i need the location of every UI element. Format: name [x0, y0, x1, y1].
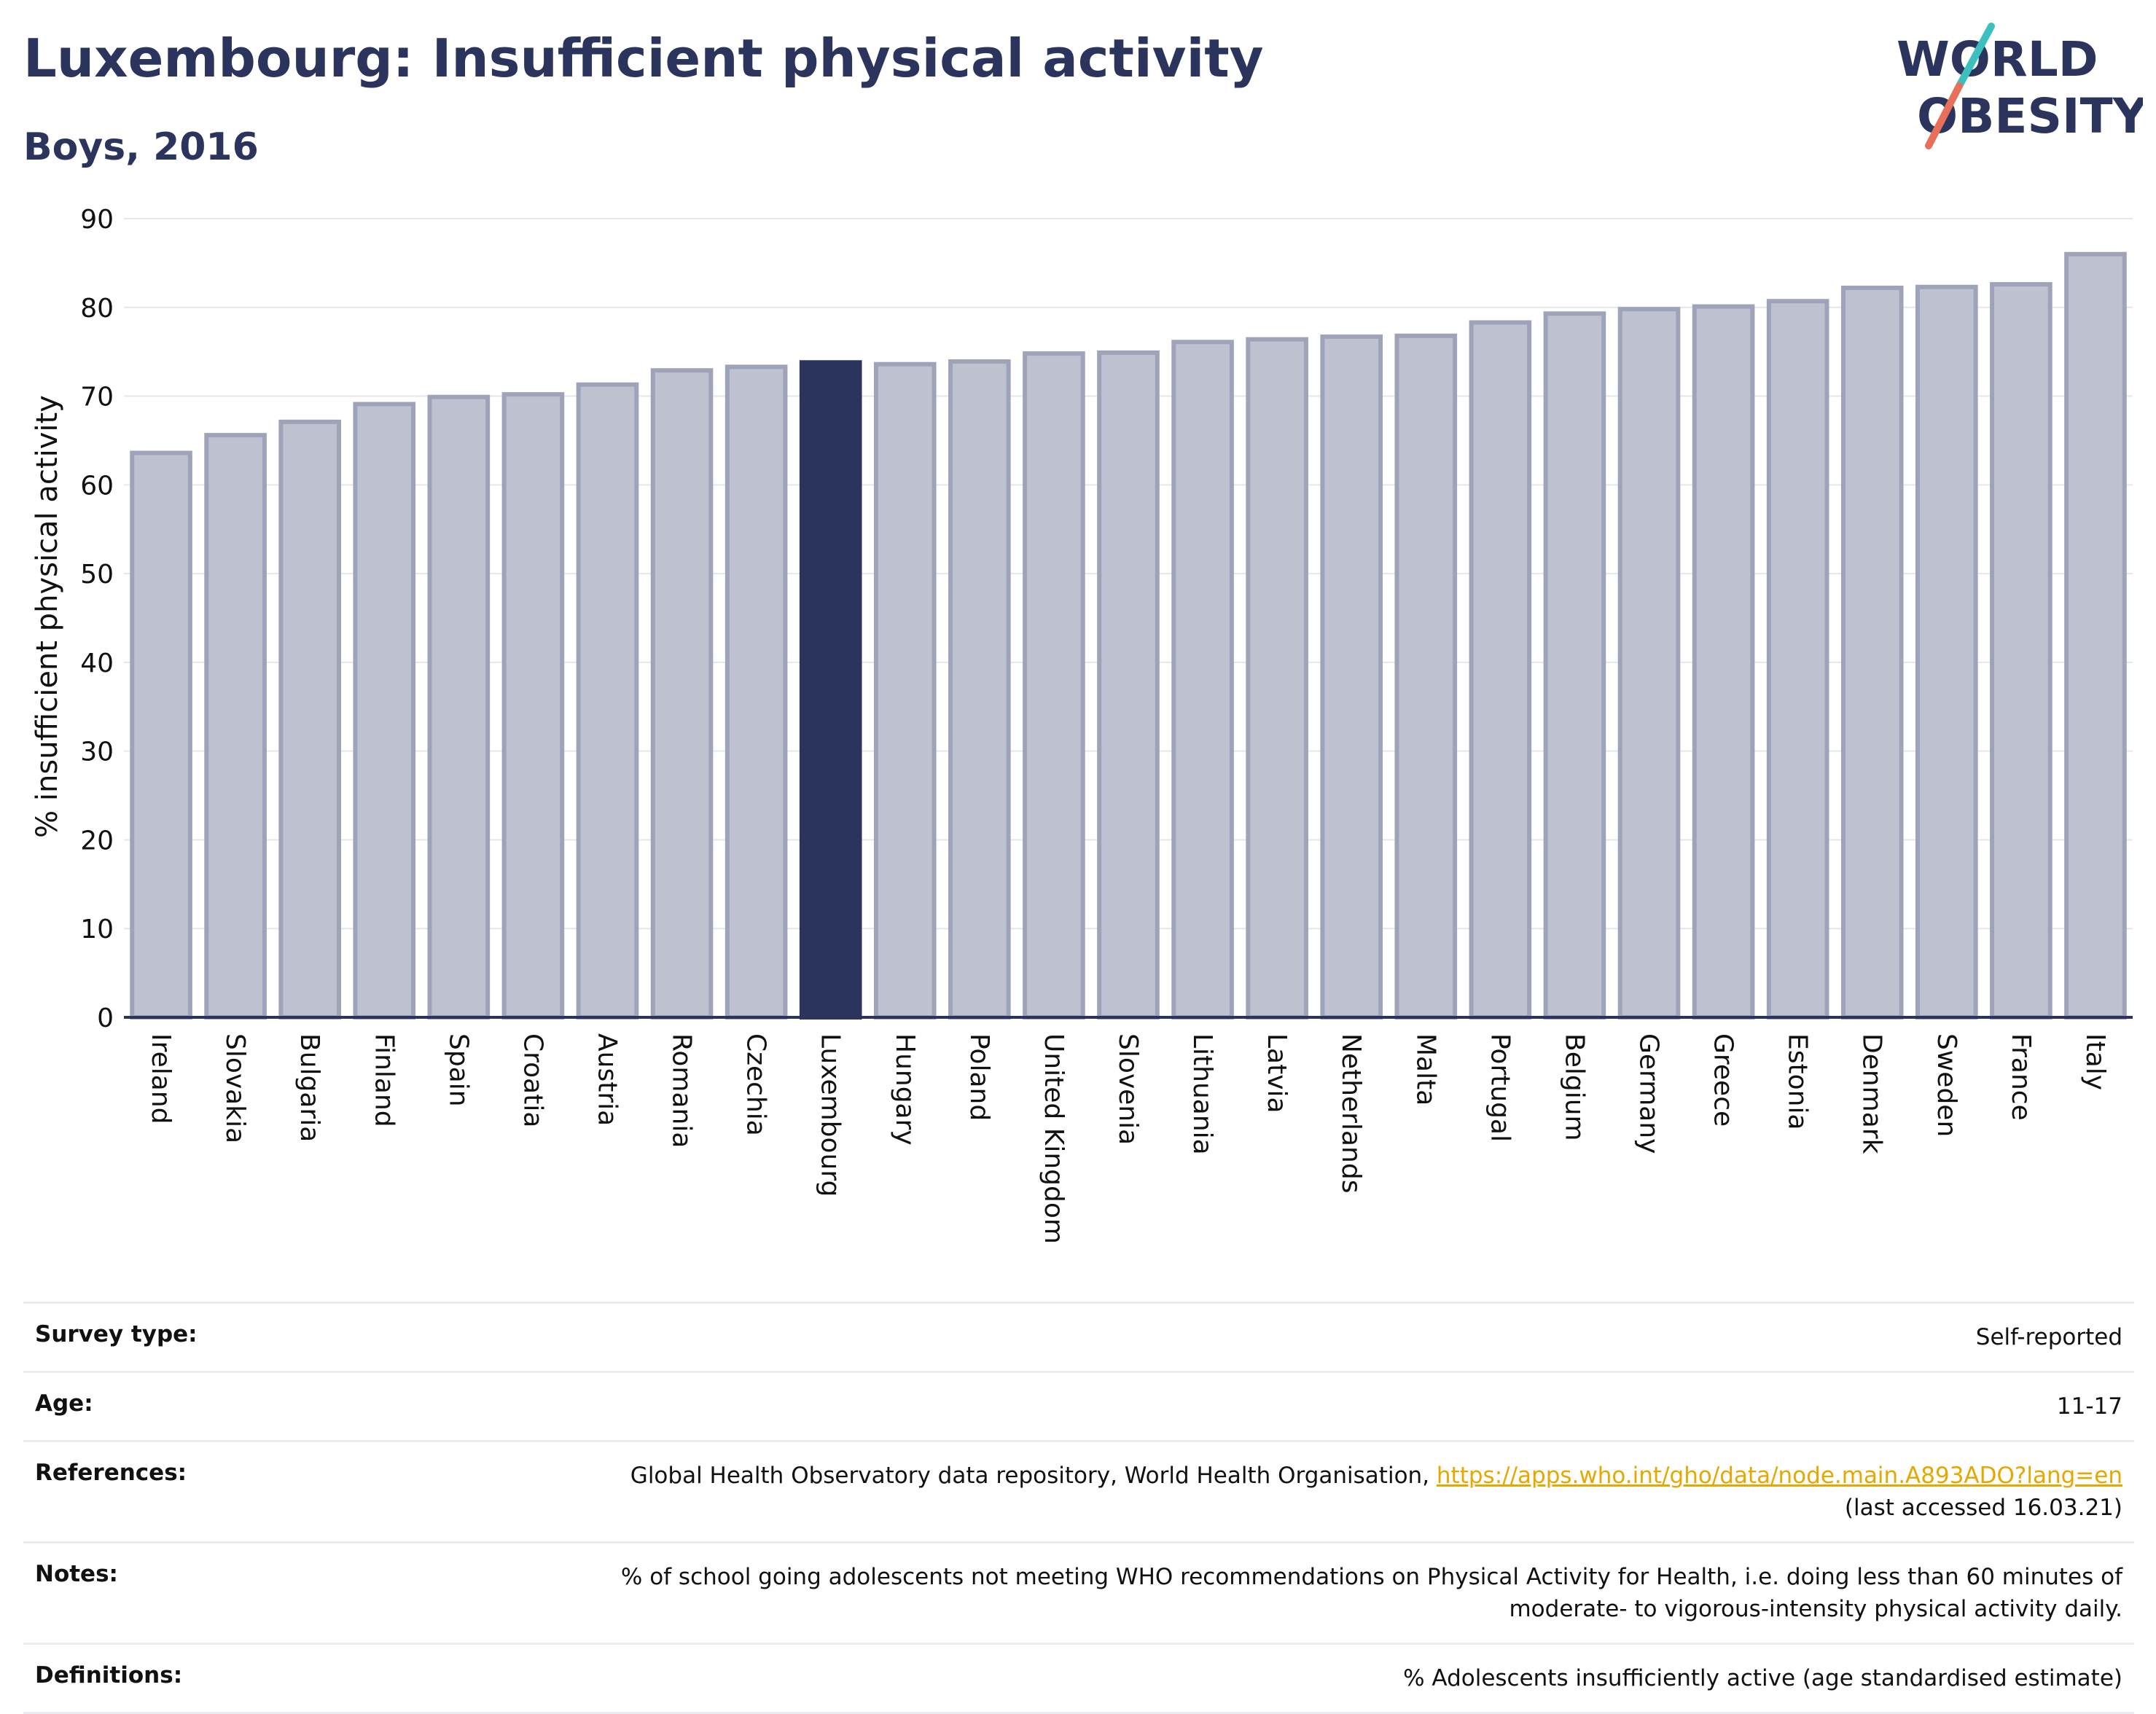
- references-value: Global Health Observatory data repositor…: [630, 1460, 2122, 1524]
- bar-slovakia: [204, 433, 267, 1020]
- bar-germany: [1617, 307, 1681, 1020]
- x-tick-label: France: [2006, 1033, 2036, 1121]
- x-tick-label: Estonia: [1783, 1033, 1813, 1130]
- x-tick-label: Hungary: [890, 1033, 920, 1146]
- bar-finland: [353, 402, 416, 1020]
- bar-bulgaria: [278, 419, 341, 1020]
- bar-portugal: [1469, 320, 1532, 1020]
- bar-austria: [576, 382, 639, 1020]
- y-axis-label: % insufficient physical activity: [31, 395, 64, 838]
- y-tick-label: 40: [80, 649, 114, 678]
- bar-greece: [1692, 304, 1755, 1020]
- references-label: References:: [35, 1460, 187, 1486]
- bar-italy: [2064, 251, 2127, 1020]
- x-tick-label: Croatia: [517, 1033, 547, 1127]
- x-tick-label: Finland: [369, 1033, 399, 1127]
- x-tick-label: Denmark: [1857, 1033, 1887, 1154]
- definitions-value: % Adolescents insufficiently active (age…: [1403, 1665, 2122, 1691]
- chart-subtitle: Boys, 2016: [23, 125, 259, 169]
- x-tick-label: Romania: [667, 1033, 697, 1148]
- age-label: Age:: [35, 1390, 93, 1417]
- x-tick-label: Czechia: [741, 1033, 771, 1136]
- bar-ireland: [130, 450, 192, 1020]
- bar-latvia: [1246, 337, 1308, 1020]
- logo-line1: WORLD: [1897, 31, 2098, 87]
- survey-type-value: Self-reported: [1975, 1324, 2122, 1350]
- y-tick-label: 30: [80, 737, 114, 767]
- y-tick-label: 20: [80, 826, 114, 856]
- x-tick-label: Bulgaria: [294, 1033, 324, 1142]
- references-accessed: (last accessed 16.03.21): [1844, 1495, 2122, 1521]
- bar-belgium: [1543, 311, 1606, 1020]
- bar-netherlands: [1320, 334, 1383, 1020]
- x-tick-label: Poland: [964, 1033, 994, 1121]
- age-value: 11-17: [2056, 1393, 2122, 1420]
- x-tick-label: Greece: [1708, 1033, 1738, 1127]
- x-tick-label: Luxembourg: [816, 1033, 845, 1197]
- y-tick-label: 60: [80, 471, 114, 501]
- x-tick-label: Slovenia: [1113, 1033, 1143, 1145]
- y-tick-label: 80: [80, 294, 114, 324]
- x-tick-label: Portugal: [1485, 1033, 1515, 1142]
- x-tick-label: United Kingdom: [1039, 1033, 1069, 1244]
- bar-france: [1990, 282, 2053, 1020]
- x-tick-label: Latvia: [1262, 1033, 1292, 1114]
- bar-czechia: [724, 364, 788, 1020]
- bar-denmark: [1840, 285, 1904, 1020]
- info-row-survey-type: Survey type: Self-reported: [23, 1302, 2134, 1371]
- info-row-notes: Notes: % of school going adolescents not…: [23, 1541, 2134, 1643]
- y-tick-label: 70: [80, 383, 114, 412]
- bar-spain: [427, 394, 491, 1020]
- definitions-label: Definitions:: [35, 1662, 183, 1688]
- x-tick-label: Sweden: [1932, 1033, 1961, 1137]
- y-tick-label: 90: [80, 205, 114, 235]
- bar-lithuania: [1171, 340, 1234, 1020]
- x-tick-label: Malta: [1410, 1033, 1440, 1106]
- x-tick-label: Belgium: [1559, 1033, 1589, 1141]
- bar-hungary: [873, 361, 937, 1020]
- bar-croatia: [501, 392, 565, 1020]
- bar-luxembourg: [799, 360, 862, 1020]
- x-tick-label: Spain: [443, 1033, 473, 1107]
- y-tick-label: 10: [80, 915, 114, 944]
- x-tick-label: Ireland: [146, 1033, 176, 1124]
- y-tick-label: 50: [80, 560, 114, 590]
- notes-label: Notes:: [35, 1561, 118, 1587]
- bar-united-kingdom: [1023, 351, 1085, 1020]
- bar-estonia: [1766, 299, 1829, 1020]
- bar-slovenia: [1097, 350, 1160, 1020]
- info-row-definitions: Definitions: % Adolescents insufficientl…: [23, 1643, 2134, 1714]
- y-tick-label: 0: [97, 1003, 114, 1033]
- world-obesity-logo: WORLD OBESITY: [1897, 23, 2143, 149]
- x-tick-label: Netherlands: [1336, 1033, 1366, 1193]
- bar-chart: 0 10 20 30 40 50 60 70 80 90 Ireland Slovakia Bulga…: [31, 205, 2133, 1244]
- x-tick-label: Italy: [2080, 1033, 2110, 1090]
- x-tick-label: Slovakia: [220, 1033, 250, 1143]
- references-link[interactable]: https://apps.who.int/gho/data/node.main.…: [1436, 1463, 2122, 1489]
- info-row-references: References: Global Health Observatory da…: [23, 1440, 2134, 1541]
- chart-title: Luxembourg: Insufficient physical activi…: [23, 28, 1264, 89]
- x-tick-label: Germany: [1634, 1033, 1664, 1154]
- info-row-age: Age: 11-17: [23, 1371, 2134, 1440]
- survey-type-label: Survey type:: [35, 1321, 198, 1347]
- notes-value: % of school going adolescents not meetin…: [620, 1564, 2122, 1622]
- x-tick-label: Lithuania: [1187, 1033, 1217, 1155]
- references-text: Global Health Observatory data repositor…: [630, 1463, 1437, 1489]
- x-tick-label: Austria: [592, 1033, 622, 1126]
- info-table: Survey type: Self-reported Age: 11-17 Re…: [23, 1302, 2134, 1714]
- bar-poland: [948, 359, 1011, 1020]
- bar-sweden: [1915, 284, 1978, 1020]
- bar-malta: [1394, 333, 1458, 1020]
- bar-romania: [650, 368, 714, 1020]
